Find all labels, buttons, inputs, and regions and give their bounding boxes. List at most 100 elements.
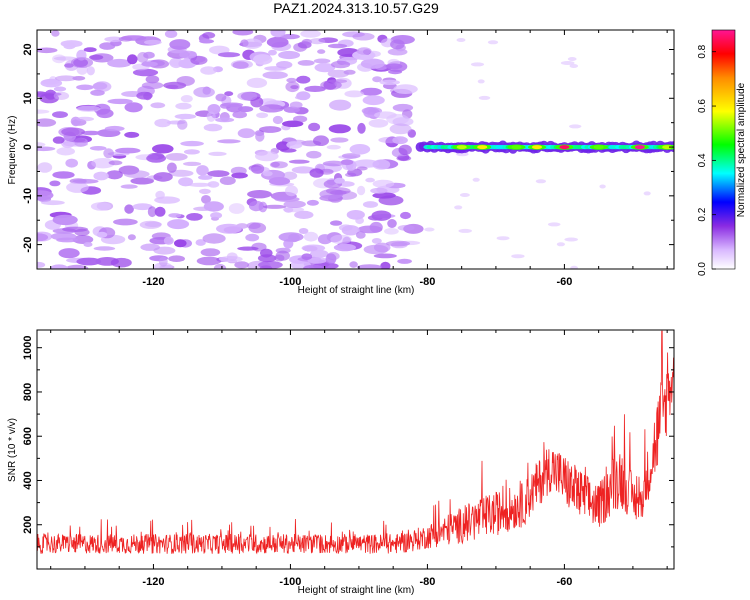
noise-blob (167, 219, 190, 230)
noise-blob (372, 192, 396, 199)
x-tick-label: -120 (142, 276, 164, 288)
noise-blob (380, 261, 391, 269)
noise-blob (496, 236, 510, 241)
noise-blob (93, 246, 116, 251)
noise-blob (246, 77, 268, 88)
noise-blob (240, 39, 249, 47)
y-tick-label: 10 (22, 92, 34, 104)
x-tick-label: -100 (279, 276, 301, 288)
noise-blob (303, 231, 319, 242)
noise-blob (165, 153, 188, 161)
noise-blob (396, 155, 412, 162)
noise-blob (120, 184, 138, 189)
noise-blob (397, 258, 412, 264)
noise-blob (280, 33, 300, 40)
noise-blob (397, 224, 415, 231)
noise-blob (564, 237, 578, 242)
noise-blob (254, 151, 279, 162)
noise-blob (390, 39, 405, 50)
noise-blob (237, 91, 258, 101)
y-tick-label: 600 (22, 427, 34, 445)
colorbar-tick-label: 0.8 (697, 44, 708, 58)
noise-blob (259, 265, 273, 269)
noise-blob (317, 49, 326, 54)
noise-blob (282, 120, 304, 128)
y-tick-label: 1000 (22, 335, 34, 359)
noise-blob (56, 237, 78, 243)
noise-blob (217, 139, 241, 144)
noise-blob (325, 187, 351, 195)
noise-blob (226, 252, 238, 261)
noise-blob (176, 76, 195, 86)
noise-blob (569, 124, 582, 129)
noise-blob (362, 201, 379, 208)
noise-blob (155, 190, 165, 200)
band-peak (559, 145, 570, 150)
noise-blob (231, 172, 248, 179)
noise-blob (37, 118, 57, 127)
noise-blob (90, 89, 105, 96)
noise-blob (41, 200, 65, 206)
noise-blob (384, 228, 399, 235)
noise-blob (141, 81, 164, 90)
noise-blob (352, 32, 375, 41)
noise-blob (228, 203, 245, 214)
noise-blob (37, 109, 50, 114)
noise-blob (190, 55, 208, 65)
noise-blob (169, 39, 191, 50)
noise-blob (285, 81, 300, 93)
snr-x-axis-label: Height of straight line (km) (298, 585, 415, 596)
noise-blob (70, 57, 94, 68)
noise-blob (62, 226, 89, 232)
noise-blob (472, 177, 480, 182)
noise-blob (459, 193, 470, 197)
noise-blob (253, 54, 273, 65)
snr-background (37, 330, 674, 569)
noise-blob (174, 113, 197, 120)
noise-blob (257, 254, 277, 263)
noise-blob (54, 75, 78, 82)
x-tick-label: -80 (419, 576, 435, 588)
noise-blob (357, 185, 366, 196)
noise-blob (65, 158, 78, 168)
noise-blob (301, 38, 312, 45)
noise-blob (349, 144, 371, 155)
noise-blob (334, 177, 345, 184)
noise-blob (141, 61, 158, 67)
noise-blob (340, 159, 354, 166)
noise-blob (136, 91, 153, 100)
noise-blob (91, 158, 115, 169)
noise-blob (221, 102, 244, 108)
noise-blob (393, 84, 418, 94)
y-tick-label: 200 (22, 516, 34, 534)
noise-blob (198, 175, 213, 180)
noise-blob (237, 246, 259, 251)
noise-blob (245, 233, 260, 242)
noise-blob (66, 181, 89, 193)
noise-blob (247, 190, 272, 199)
noise-blob (328, 124, 351, 134)
noise-blob (296, 75, 311, 84)
y-tick-label: -20 (22, 237, 34, 253)
noise-blob (177, 119, 188, 130)
noise-blob (286, 77, 297, 83)
noise-blob (456, 38, 466, 42)
noise-blob (560, 61, 575, 65)
noise-blob (392, 136, 408, 145)
noise-blob (286, 141, 303, 149)
noise-blob (385, 240, 411, 247)
noise-blob (379, 79, 401, 85)
noise-blob (266, 36, 289, 48)
noise-blob (313, 135, 329, 146)
noise-blob (207, 181, 220, 188)
noise-blob (164, 30, 178, 38)
noise-blob (398, 144, 412, 156)
noise-blob (132, 203, 153, 211)
noise-blob (183, 161, 202, 166)
noise-blob (304, 85, 326, 92)
noise-blob (86, 66, 95, 76)
x-tick-label: -60 (556, 576, 572, 588)
noise-blob (237, 106, 254, 113)
noise-blob (470, 62, 485, 67)
noise-blob (72, 178, 99, 184)
